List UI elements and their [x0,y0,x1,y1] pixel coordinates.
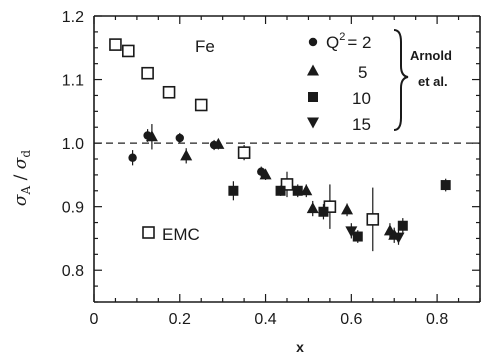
q2-legend: Q2 = 2 5 10 15 Arnold et al. [326,29,452,134]
point-q-5 [300,184,313,196]
q2-superscript: 2 [339,31,345,43]
point-q-2 [175,133,184,143]
y-tick-label: 1.2 [62,9,84,26]
point-emc [366,213,380,226]
x-tick-label: 0.8 [426,311,448,328]
point-q-10 [397,220,408,231]
point-q-10 [318,206,329,217]
point-q-15 [345,226,358,238]
point-emc [280,178,294,191]
point-q-10 [352,231,363,242]
ticks: 0 0.2 0.4 0.6 0.8 0.8 0.9 1.0 1.1 1.2 [62,9,481,328]
legend-marker-q2-10 [308,92,318,102]
point-q-5 [180,149,193,161]
y-axis-label: σA / σd [11,150,33,206]
emc-legend-label: EMC [162,225,200,244]
emc-legend-marker [142,226,155,239]
y-tick-label: 1.0 [62,136,84,153]
x-tick-label: 0.4 [254,311,276,328]
point-q-5 [212,137,225,149]
x-tick-label: 0 [90,311,99,328]
point-q-15 [392,232,405,244]
point-emc [141,66,154,80]
legend-marker-q2-5 [307,64,319,76]
q2-label: Q [326,33,339,52]
x-axis-label: x [296,339,304,355]
point-q-2 [128,153,137,162]
arnold-label-line1: Arnold [410,48,452,63]
emc-legend: EMC [142,225,200,244]
arnold-label-line2: et al. [418,74,448,89]
point-q-10 [275,185,286,196]
legend-brace [393,29,409,131]
point-emc [237,146,251,159]
point-q-5 [259,168,272,180]
q2-legend-title: Q2 = 2 [326,31,371,52]
q2-equals: = 2 [347,33,371,52]
legend-marker-q2-2 [308,37,318,47]
point-q-5 [341,203,354,215]
point-emc [194,98,208,112]
point-emc [162,85,176,99]
data-marks [109,38,451,252]
legend-value-10: 10 [352,89,371,108]
point-emc [323,200,337,213]
x-tick-label: 0.2 [169,311,191,328]
y-tick-label: 0.8 [62,263,84,280]
point-q-10 [292,185,303,196]
legend-marker-q2-15 [307,117,319,129]
point-q-5 [145,130,158,142]
y-tick-label: 1.1 [62,73,84,90]
legend-value-5: 5 [358,63,367,82]
legend-markers [307,37,319,129]
target-label-fe: Fe [195,37,215,56]
point-emc [109,38,122,51]
legend-value-15: 15 [352,115,371,134]
x-tick-label: 0.6 [340,311,362,328]
point-emc [122,44,135,58]
point-q-5 [306,202,319,214]
point-q-10 [228,185,239,196]
y-tick-label: 0.9 [62,200,84,217]
point-q-10 [440,180,451,191]
